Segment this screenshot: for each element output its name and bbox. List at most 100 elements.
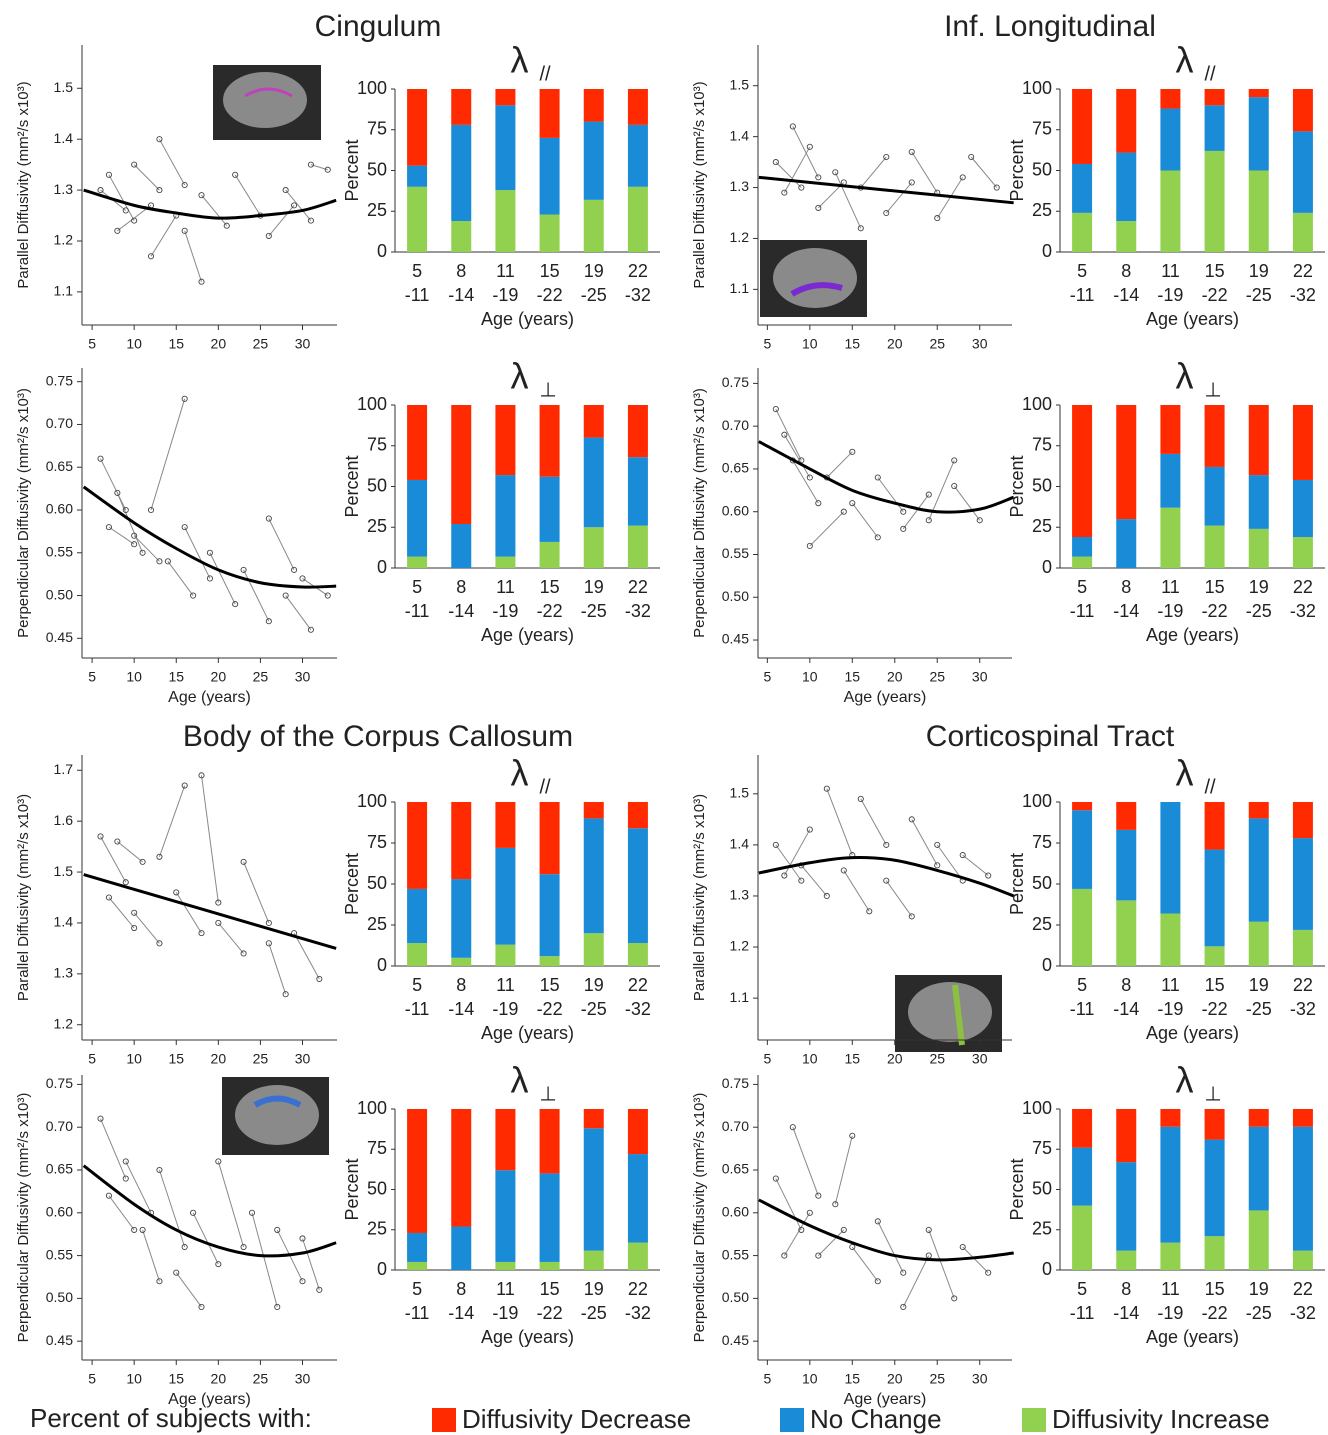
data-point bbox=[900, 1269, 907, 1276]
y-tick-label: 100 bbox=[357, 791, 387, 811]
bar-segment bbox=[539, 89, 560, 138]
bar-segment bbox=[627, 802, 648, 829]
subject-trajectory bbox=[902, 494, 930, 530]
subject-trajectory bbox=[775, 408, 802, 461]
y-tick-label: 1.3 bbox=[730, 178, 750, 194]
y-tick-label: 50 bbox=[367, 159, 387, 179]
data-point bbox=[883, 153, 890, 161]
x-tick-label: 15 bbox=[845, 669, 861, 685]
subject-trajectory bbox=[885, 182, 913, 214]
x-tick-label: 15 -22 bbox=[1202, 577, 1228, 621]
bar-segment bbox=[583, 199, 604, 252]
x-tick-label: 19 -25 bbox=[1246, 261, 1272, 305]
bar-segment bbox=[1072, 1205, 1093, 1270]
subject-trajectory bbox=[860, 156, 887, 188]
brain-inset-shape bbox=[235, 1085, 319, 1145]
y-tick-label: 0.55 bbox=[46, 1246, 73, 1262]
data-point bbox=[181, 181, 188, 189]
data-point bbox=[139, 549, 146, 556]
group-title: Body of the Corpus Callosum bbox=[183, 720, 573, 753]
data-point bbox=[248, 1209, 256, 1216]
bar-segment bbox=[407, 479, 428, 557]
y-tick-label: 50 bbox=[1032, 159, 1052, 179]
data-point bbox=[122, 207, 129, 214]
bar-segment bbox=[1116, 1250, 1137, 1270]
x-tick-label: 22 -32 bbox=[625, 975, 651, 1019]
y-tick-label: 1.1 bbox=[54, 283, 74, 299]
data-point bbox=[925, 491, 932, 498]
data-point bbox=[840, 867, 847, 874]
data-point bbox=[215, 1261, 222, 1268]
bar-segment bbox=[1248, 528, 1269, 568]
bar-segment bbox=[1116, 900, 1137, 966]
bar-segment bbox=[1072, 537, 1093, 557]
data-point bbox=[976, 517, 983, 524]
chart-title: λ bbox=[511, 40, 529, 81]
subject-trajectory bbox=[175, 892, 202, 934]
bar-segment bbox=[451, 221, 472, 252]
y-tick-label: 1.4 bbox=[54, 130, 74, 146]
data-point bbox=[951, 457, 958, 464]
x-tick-label: 15 bbox=[845, 336, 861, 352]
data-point bbox=[223, 222, 230, 229]
data-point bbox=[181, 1243, 188, 1251]
y-tick-label: 1.5 bbox=[730, 785, 750, 801]
x-tick-label: 8 -14 bbox=[448, 975, 474, 1019]
x-tick-label: 8 -14 bbox=[1113, 975, 1139, 1019]
y-tick-label: 0.50 bbox=[722, 1289, 749, 1305]
bar-segment bbox=[1160, 1242, 1181, 1270]
x-tick-label: 15 bbox=[168, 669, 184, 685]
chart-subtitle: ⊥ bbox=[540, 1083, 557, 1105]
bar-segment bbox=[583, 818, 604, 934]
x-tick-label: 25 bbox=[253, 1051, 269, 1067]
bar-segment bbox=[1248, 170, 1269, 252]
x-tick-label: 30 bbox=[972, 1371, 988, 1387]
bar-segment bbox=[539, 874, 560, 957]
bar-segment bbox=[539, 137, 560, 215]
bar-segment bbox=[407, 405, 428, 480]
subject-trajectory bbox=[217, 922, 244, 954]
bar-segment bbox=[407, 888, 428, 944]
x-tick-label: 19 -25 bbox=[581, 1279, 607, 1323]
subject-trajectory bbox=[877, 1221, 904, 1273]
subject-trajectory bbox=[243, 861, 270, 924]
data-point bbox=[985, 1269, 992, 1276]
bar-segment bbox=[539, 405, 560, 477]
subject-trajectory bbox=[243, 569, 270, 622]
legend-swatch bbox=[1022, 1408, 1046, 1432]
y-axis-label: Parallel Diffusivity (mm²/s x10³) bbox=[15, 81, 32, 288]
fit-curve bbox=[83, 188, 337, 220]
bar-segment bbox=[1160, 507, 1181, 568]
x-tick-label: 5 -11 bbox=[1070, 577, 1095, 621]
x-tick-label: 15 -22 bbox=[537, 1279, 563, 1323]
data-point bbox=[849, 1132, 856, 1139]
data-point bbox=[291, 566, 298, 573]
data-point bbox=[265, 515, 272, 522]
bar-segment bbox=[1248, 1126, 1269, 1211]
bar-segment bbox=[495, 190, 516, 252]
bar-segment bbox=[1116, 405, 1137, 520]
bar-segment bbox=[495, 1261, 516, 1270]
subject-trajectory bbox=[826, 788, 853, 856]
y-tick-label: 0.70 bbox=[46, 415, 73, 431]
bar-segment bbox=[583, 1128, 604, 1251]
chart-subtitle: // bbox=[540, 63, 552, 85]
y-axis-label: Parallel Diffusivity (mm²/s x10³) bbox=[691, 794, 708, 1001]
chart-title: λ bbox=[511, 356, 529, 397]
x-tick-label: 19 -25 bbox=[1246, 1279, 1272, 1323]
bar-segment bbox=[583, 1250, 604, 1270]
y-axis-label: Parallel Diffusivity (mm²/s x10³) bbox=[15, 794, 32, 1001]
subject-trajectory bbox=[201, 194, 228, 227]
y-tick-label: 1.6 bbox=[54, 812, 74, 828]
x-tick-label: 15 -22 bbox=[537, 975, 563, 1019]
subject-trajectory bbox=[885, 880, 913, 917]
data-point bbox=[156, 136, 163, 143]
data-point bbox=[806, 143, 813, 150]
fit-curve bbox=[82, 485, 337, 589]
x-tick-label: 15 bbox=[168, 1371, 184, 1387]
bar-segment bbox=[495, 847, 516, 945]
y-tick-label: 75 bbox=[1032, 1138, 1052, 1158]
x-tick-label: 19 -25 bbox=[581, 975, 607, 1019]
x-tick-label: 11 -19 bbox=[1157, 1279, 1183, 1323]
data-point bbox=[316, 975, 323, 982]
